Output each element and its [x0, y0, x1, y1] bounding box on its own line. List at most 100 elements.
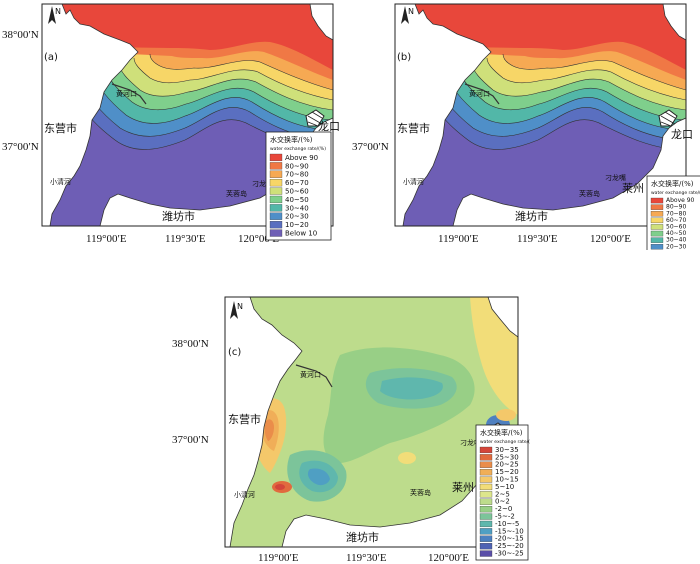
contour-lines: [69, 53, 333, 151]
lat-label-mid: 37°00′N: [352, 141, 389, 153]
legend-swatch: [269, 195, 283, 204]
legend-subtitle: water exchange rate/(%): [480, 439, 530, 445]
legend-title: 水交换率/(%): [270, 135, 313, 144]
legend-swatch: [479, 469, 493, 476]
legend-swatch: [479, 483, 493, 491]
legend-swatch: [479, 528, 493, 535]
legend-item-label: -2~0: [495, 505, 512, 513]
svg-text:N: N: [55, 7, 61, 16]
legend-item-label: 5~10: [495, 483, 514, 491]
legend-item-label: 10~20: [285, 221, 309, 229]
legend-item-label: -10~-5: [495, 520, 519, 528]
legend-item-label: 40~50: [666, 230, 686, 237]
legend-swatch: [479, 550, 493, 557]
legend-item-label: 30~35: [495, 446, 519, 454]
place-weifang: 潍坊市: [515, 209, 548, 223]
place-furongdao: 芙蓉岛: [579, 189, 600, 198]
legend-item-label: 70~80: [666, 210, 686, 217]
legend-item-label: 30~40: [285, 204, 309, 212]
place-xiaoqinghe: 小清河: [403, 177, 424, 186]
legend-swatch: [269, 162, 283, 170]
place-laizhou: 莱州: [622, 182, 644, 195]
legend-swatch: [269, 221, 283, 229]
legend-swatch: [479, 513, 493, 520]
legend-swatch: [479, 506, 493, 513]
legend-item-label: 80~90: [666, 204, 686, 211]
lat-label-mid: 37°00′N: [2, 141, 39, 153]
legend-item-label: 0~2: [495, 498, 510, 506]
place-weifang: 潍坊市: [346, 530, 379, 544]
lon-label-1: 119°00′E: [438, 233, 479, 245]
legend-swatch: [269, 170, 283, 178]
place-dongying: 东营市: [44, 121, 77, 135]
legend-item-label: -15~-10: [495, 527, 524, 535]
place-weifang: 潍坊市: [162, 209, 195, 223]
legend-item-label: 25~30: [495, 453, 519, 461]
place-furongdao: 芙蓉岛: [410, 488, 431, 497]
place-diaolongzui: 刁龙嘴: [252, 179, 273, 188]
legend-item-label: 20~30: [666, 243, 686, 250]
lon-label-2: 119°30′E: [517, 233, 558, 245]
legend-item-label: -30~-25: [495, 550, 524, 558]
map-a: N (a) 38°00′N 37°00′N 119°00′E 119°30′E …: [2, 3, 340, 245]
legend-swatch: [650, 224, 664, 230]
legend-swatch: [650, 217, 664, 224]
legend-item-label: Above 90: [285, 154, 318, 162]
legend-swatch: [269, 179, 283, 187]
panel-letter: (c): [228, 347, 241, 358]
legend-swatch: [479, 446, 493, 454]
place-huanghekou: 黄河口: [300, 370, 321, 379]
north-arrow-icon: N: [48, 6, 61, 24]
legend-subtitle: water exchange rate/(%): [651, 190, 700, 196]
land-west: [42, 4, 139, 226]
panel-b: N (b) 37°00′N 38°00′N 119°00′E 119°30′E …: [350, 0, 700, 250]
legend-swatch: [650, 230, 664, 237]
lat-label-mid: 37°00′N: [172, 434, 209, 446]
map-b: N (b) 37°00′N 38°00′N 119°00′E 119°30′E …: [352, 3, 700, 250]
lon-label-2: 119°30′E: [165, 233, 206, 245]
place-laizhou: 莱州: [452, 481, 474, 494]
legend-swatch: [269, 187, 283, 195]
legend-item-label: 60~70: [666, 217, 686, 224]
legend-item-label: 10~15: [495, 476, 519, 484]
legend-item-label: 50~60: [285, 188, 309, 196]
legend-item-label: 2~5: [495, 490, 510, 498]
legend-a: 水交换率/(%) water exchange rate/(%) Above 908…: [265, 131, 332, 241]
legend-item-label: -25~-20: [495, 542, 524, 550]
place-longkou: 龙口: [671, 128, 693, 141]
svg-text:N: N: [408, 7, 414, 16]
place-dongying: 东营市: [397, 121, 430, 135]
legend-subtitle: water exchange rate/(%): [270, 146, 326, 152]
north-arrow-icon: N: [230, 301, 243, 319]
lat-label-top: 38°00′N: [172, 338, 209, 350]
legend-swatch: [269, 229, 283, 237]
place-diaolongzui: 刁龙嘴: [460, 438, 481, 447]
place-furongdao: 芙蓉岛: [226, 189, 247, 198]
legend-swatch: [269, 153, 283, 162]
legend-item-label: 30~40: [666, 237, 686, 244]
legend-item-label: Below 10: [285, 230, 317, 238]
lon-label-3: 120°00′E: [590, 233, 631, 245]
legend-item-label: 70~80: [285, 171, 309, 179]
legend-swatch: [650, 211, 664, 217]
place-longkou: 龙口: [318, 120, 340, 133]
map-c: N (c) 38°00′N 37°00′N 119°00′E 119°30′E …: [172, 296, 530, 564]
legend-item-label: 15~20: [495, 468, 519, 476]
legend-swatch: [269, 212, 283, 220]
legend-title: 水交换率/(%): [480, 428, 523, 437]
legend-swatch: [479, 535, 493, 542]
legend-title: 水交换率/(%): [651, 179, 694, 188]
legend-item-label: Above 90: [666, 197, 695, 204]
lat-label-top: 38°00′N: [2, 29, 39, 41]
panel-letter: (a): [44, 52, 58, 63]
legend-swatch: [479, 498, 493, 505]
legend-item-label: 50~60: [666, 224, 686, 231]
legend-c: 水交换率/(%) water exchange rate/(%)30~3525~3…: [475, 424, 530, 561]
place-huanghekou: 黄河口: [116, 89, 137, 98]
panel-letter: (b): [397, 52, 411, 63]
lon-label-2: 119°30′E: [346, 552, 387, 564]
legend-swatch: [479, 520, 493, 528]
place-xiaoqinghe: 小清河: [234, 490, 255, 499]
svg-text:N: N: [237, 302, 243, 311]
legend-item-label: 80~90: [285, 162, 309, 170]
